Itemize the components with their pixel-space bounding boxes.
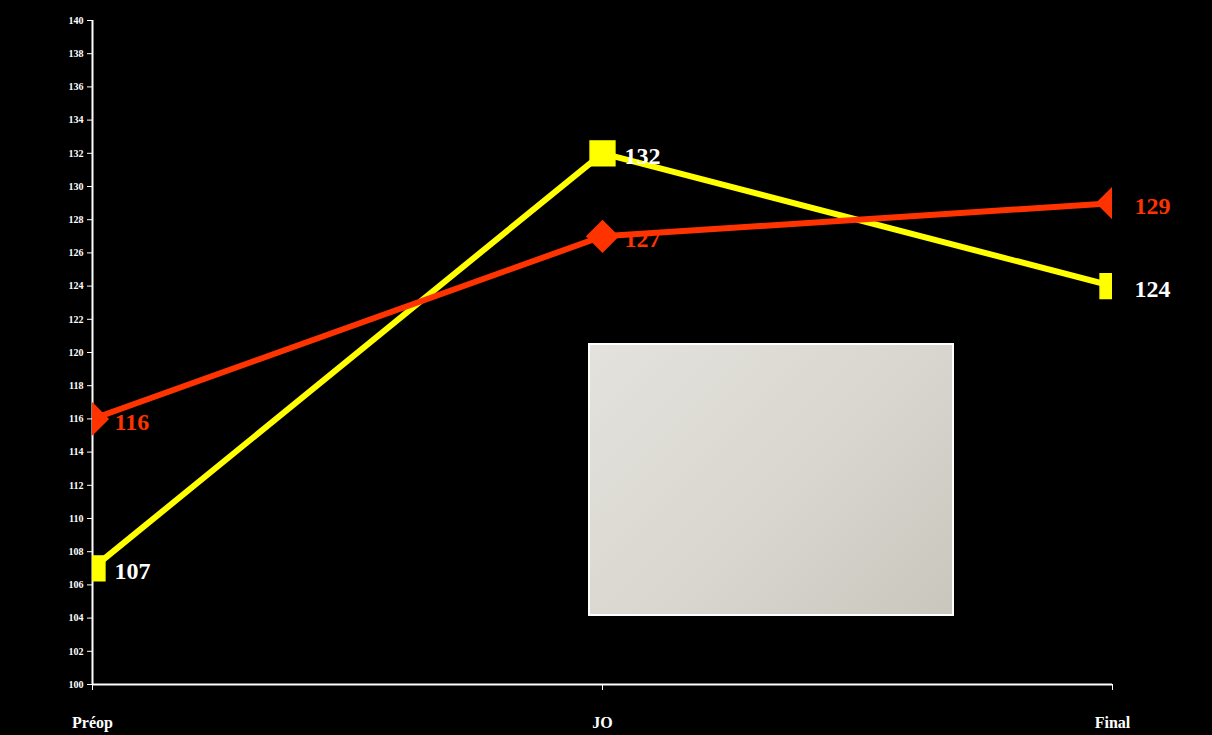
svg-text:108: 108: [69, 546, 84, 557]
svg-text:116: 116: [69, 413, 83, 424]
svg-text:136: 136: [69, 81, 84, 92]
svg-text:127: 127: [625, 226, 661, 252]
svg-text:120: 120: [69, 347, 84, 358]
svg-text:126: 126: [69, 247, 84, 258]
svg-text:104: 104: [69, 612, 84, 623]
svg-text:100: 100: [69, 679, 84, 690]
svg-text:114: 114: [69, 446, 83, 457]
svg-text:106: 106: [69, 579, 84, 590]
svg-text:116: 116: [115, 409, 150, 435]
svg-text:102: 102: [69, 646, 84, 657]
svg-text:132: 132: [69, 148, 84, 159]
svg-text:130: 130: [69, 181, 84, 192]
svg-text:JO: JO: [592, 714, 612, 731]
svg-text:118: 118: [69, 380, 83, 391]
svg-text:140: 140: [69, 15, 84, 26]
svg-text:124: 124: [1135, 276, 1171, 302]
svg-text:128: 128: [69, 214, 84, 225]
svg-text:138: 138: [69, 48, 84, 59]
svg-text:Final: Final: [1095, 714, 1131, 731]
svg-text:110: 110: [69, 513, 83, 524]
svg-text:132: 132: [625, 143, 661, 169]
svg-text:112: 112: [69, 480, 83, 491]
svg-text:124: 124: [69, 280, 84, 291]
svg-text:129: 129: [1135, 193, 1171, 219]
svg-text:Préop: Préop: [72, 714, 113, 732]
svg-text:107: 107: [115, 558, 151, 584]
svg-text:122: 122: [69, 314, 84, 325]
svg-text:134: 134: [69, 114, 84, 125]
